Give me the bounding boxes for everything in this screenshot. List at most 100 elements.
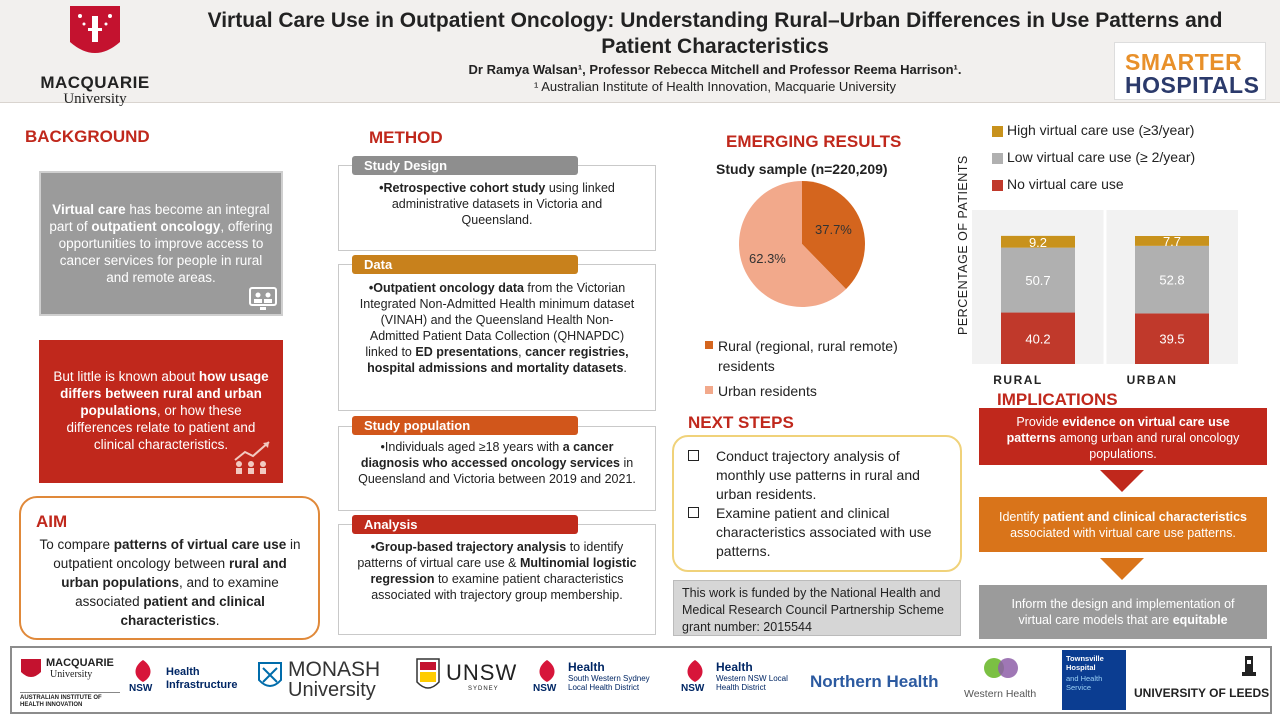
analysis-bold-1: •Group-based trajectory analysis (370, 540, 567, 554)
next-step-item-2: Examine patient and clinical characteris… (688, 504, 950, 561)
aim-t1: To compare (39, 537, 114, 552)
design-text: using linked administrative datasets in … (391, 181, 615, 227)
legend-text-high: High virtual care use (≥3/year) (1007, 122, 1195, 138)
data-text-2: , (518, 345, 526, 359)
bg2-bold-1: how usage differs between rural and urba… (60, 369, 269, 418)
pie-label-urban: 62.3% (749, 251, 786, 266)
funding-box: This work is funded by the National Heal… (673, 580, 961, 636)
checkbox-icon (688, 507, 699, 518)
impl1-text-1: Provide (1016, 415, 1063, 429)
aim-b2: rural and urban populations (61, 556, 287, 590)
logo-text: AUSTRALIAN INSTITUTE OF HEALTH INNOVATIO… (20, 692, 120, 709)
pie-slice-urban (739, 181, 846, 307)
legend-swatch-high (992, 126, 1003, 137)
impl2-text-2: associated with virtual care use pattern… (1010, 526, 1236, 540)
next-steps-box: Conduct trajectory analysis of monthly u… (672, 435, 962, 572)
partner-logos-footer: MACQUARIE University AUSTRALIAN INSTITUT… (10, 646, 1272, 714)
next-step-text-2: Examine patient and clinical characteris… (716, 505, 932, 559)
aim-t4: . (215, 613, 220, 628)
monash-shield-icon (258, 662, 282, 687)
impl1-text-2: among urban and rural oncology populatio… (1055, 431, 1240, 461)
bar-legend: High virtual care use (≥3/year) Low virt… (992, 122, 1272, 202)
logo-text: University (288, 679, 376, 701)
legend-text-urban: Urban residents (718, 383, 817, 399)
legend-text-none: No virtual care use (1007, 176, 1124, 192)
pie-slice-rural (802, 181, 865, 290)
background-box-2: But little is known about how usage diff… (39, 340, 283, 483)
bg1-text-2: , offering opportunities to improve acce… (58, 219, 273, 285)
logo-text: MACQUARIE (46, 657, 114, 669)
poster-authors: Dr Ramya Walsan¹, Professor Rebecca Mitc… (468, 62, 962, 77)
legend-swatch-low (992, 153, 1003, 164)
data-label-rural-2: 9.2 (1029, 235, 1047, 250)
analysis-box: •Group-based trajectory analysis to iden… (338, 524, 656, 635)
poster-title: Virtual Care Use in Outpatient Oncology:… (207, 9, 1223, 58)
data-label-urban-2: 7.7 (1163, 234, 1181, 249)
bars-group: 40.2 50.7 9.2 RURAL 39.5 52.8 7.7 URBAN (993, 234, 1209, 387)
category-label-urban: URBAN (1127, 373, 1178, 387)
impl3-text-1: Inform the design and implementation of … (1011, 597, 1235, 627)
next-step-text-1: Conduct trajectory analysis of monthly u… (716, 448, 920, 502)
results-heading: EMERGING RESULTS (726, 132, 902, 151)
logo-text: Health (716, 660, 753, 674)
implication-box-3: Inform the design and implementation of … (979, 585, 1267, 639)
western-health-heart-icon (984, 658, 1018, 678)
data-text-1: from the Victorian Integrated Non-Admitt… (359, 281, 635, 359)
logo-western-health: Western Health (962, 656, 1042, 706)
arrow-down-icon (1100, 558, 1144, 580)
data-bold-3: cancer registries, hospital admissions a… (367, 345, 629, 375)
next-step-item-1: Conduct trajectory analysis of monthly u… (688, 447, 950, 504)
analysis-bold-2: Multinomial logistic regression (370, 556, 637, 586)
study-design-tab: Study Design (352, 156, 578, 175)
logo-text: South Western Sydney Local Health Distri… (568, 674, 650, 692)
data-tab: Data (352, 255, 578, 274)
data-box: •Outpatient oncology data from the Victo… (338, 264, 656, 411)
unsw-crest-icon (416, 658, 440, 689)
logo-text: University (50, 669, 93, 680)
macquarie-small-crest-icon (21, 659, 41, 677)
data-text-3: . (623, 361, 627, 375)
pop-text-2: in Queensland and Victoria between 2019 … (358, 456, 636, 486)
logo-nsw-health-infrastructure: NSW Health Infrastructure (128, 658, 240, 704)
y-axis-label: PERCENTAGE OF PATIENTS (956, 155, 970, 335)
logo-townsville: Townsville Hospital and Health Service (1062, 650, 1126, 710)
design-bold: •Retrospective cohort study (379, 181, 546, 195)
bg2-text-2: , or how these differences relate to pat… (66, 403, 256, 452)
impl2-bold: patient and clinical characteristics (1042, 510, 1248, 524)
study-sample-label: Study sample (n=220,209) (716, 161, 888, 177)
video-call-icon (249, 287, 277, 310)
background-heading: BACKGROUND (25, 127, 150, 146)
logo-text: Western Health (964, 688, 1037, 700)
aim-t2: in outpatient oncology between (53, 537, 301, 571)
bg1-text-1: has become an integral part of (49, 202, 270, 234)
study-design-box: •Retrospective cohort study using linked… (338, 165, 656, 251)
legend-swatch-urban (705, 386, 713, 394)
bar-segment-urban-1 (1135, 245, 1209, 314)
logo-text: UNSW (446, 660, 518, 685)
logo-text: and Health Service (1066, 674, 1103, 692)
logo-text: UNIVERSITY OF LEEDS (1134, 686, 1270, 700)
analysis-text-2: to examine patient characteristics assoc… (371, 572, 624, 602)
growth-people-icon (234, 441, 270, 474)
data-bold-2: ED presentations (415, 345, 519, 359)
analysis-text-1: to identify patterns of virtual care use… (357, 540, 624, 570)
aim-box (19, 496, 320, 640)
study-population-tab: Study population (352, 416, 578, 435)
implications-heading: IMPLICATIONS (997, 390, 1118, 409)
bg1-bold-1: Virtual care (52, 202, 126, 217)
logo-unsw: UNSW SYDNEY (416, 658, 516, 704)
logo-macquarie-aihi: MACQUARIE University AUSTRALIAN INSTITUT… (20, 656, 120, 708)
legend-text-rural: Rural (regional, rural remote) residents (718, 338, 898, 374)
logo-text: Townsville Hospital (1066, 654, 1104, 672)
legend-text-low: Low virtual care use (≥ 2/year) (1007, 149, 1196, 165)
data-label-rural-1: 50.7 (1025, 273, 1050, 288)
analysis-tab: Analysis (352, 515, 578, 534)
poster-header (0, 0, 1280, 103)
logo-nsw-swslhd: NSW Health South Western Sydney Local He… (532, 658, 672, 704)
logo-text: Western NSW Local Health District (716, 674, 788, 692)
stacked-bar-chart: 40.2 50.7 9.2 RURAL 39.5 52.8 7.7 URBAN (972, 210, 1238, 387)
logo-badge: NSW (129, 683, 153, 694)
impl2-text-1: Identify (998, 510, 1043, 524)
bg1-bold-2: outpatient oncology (91, 219, 221, 234)
pie-label-rural: 37.7% (815, 222, 852, 237)
